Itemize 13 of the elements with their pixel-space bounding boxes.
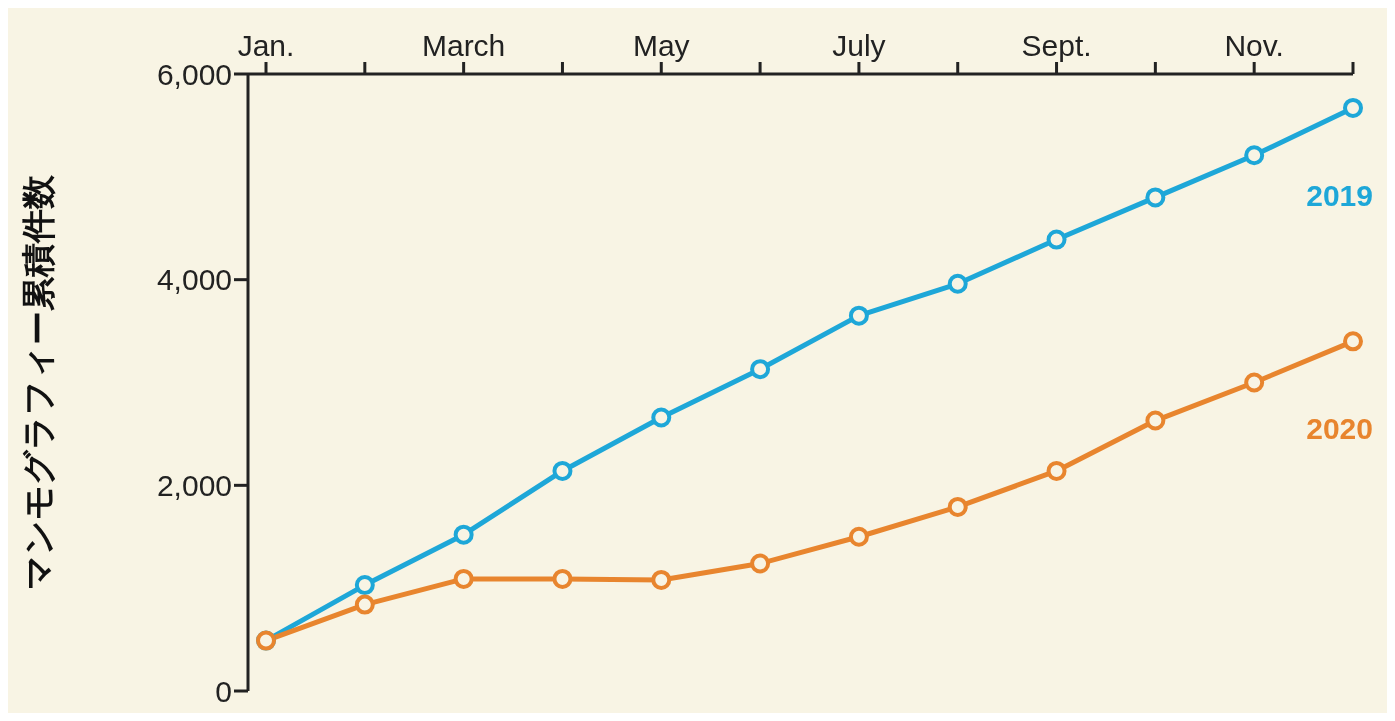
y-tick-label: 4,000 [156,263,232,297]
x-tick-label: March [421,29,506,62]
y-axis-title: マンモグラフィー累積件数 [18,174,59,590]
x-tick-label: Nov. [1224,29,1284,62]
y-tick-label: 6,000 [156,57,232,91]
series-label: 2019 [1306,178,1373,212]
y-tick-label: 2,000 [156,468,232,502]
x-tick-label: Sept. [1021,29,1092,62]
x-tick-label: Jan. [237,29,295,62]
y-tick-label: 0 [215,674,232,708]
series-label: 2020 [1306,412,1373,446]
x-tick-label: July [832,29,886,62]
x-tick-label: May [632,29,690,62]
